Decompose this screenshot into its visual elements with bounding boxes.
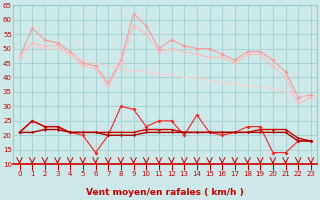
X-axis label: Vent moyen/en rafales ( km/h ): Vent moyen/en rafales ( km/h ) [86, 188, 244, 197]
